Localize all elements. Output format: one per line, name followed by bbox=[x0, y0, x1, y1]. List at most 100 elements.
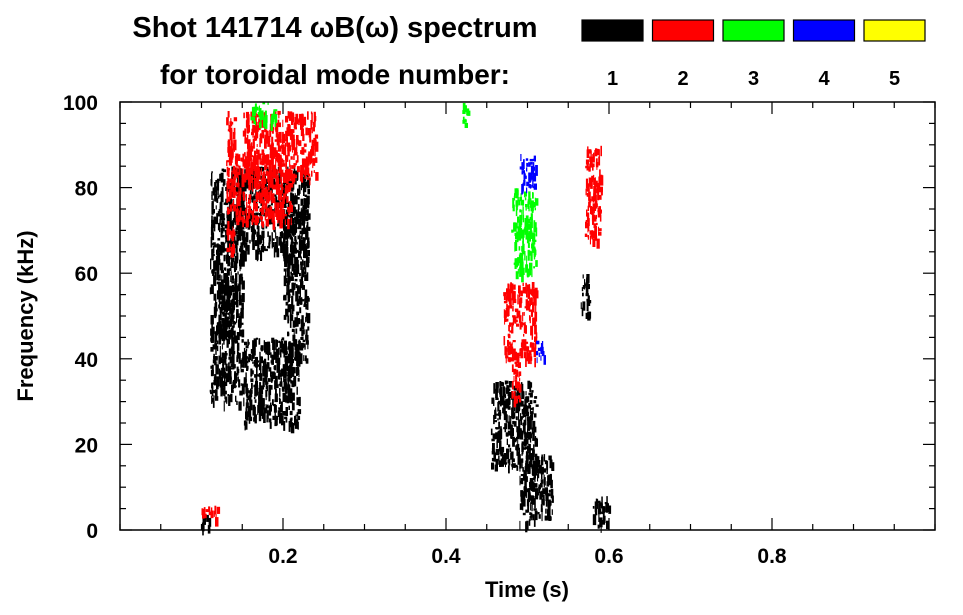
spectrum-pixel bbox=[591, 163, 595, 168]
spectrum-pixel bbox=[514, 242, 518, 251]
spectrum-region-mode-1 bbox=[242, 337, 302, 434]
spectrum-pixel bbox=[285, 301, 288, 306]
spectrum-pixel bbox=[270, 402, 272, 407]
spectrum-pixel bbox=[235, 300, 239, 308]
spectrum-pixel bbox=[272, 184, 276, 190]
spectrum-pixel bbox=[272, 179, 276, 190]
spectrum-pixel bbox=[244, 181, 247, 191]
spectrum-pixel bbox=[212, 326, 215, 335]
spectrum-pixel bbox=[299, 234, 301, 245]
spectrum-pixel bbox=[213, 510, 215, 517]
spectrum-pixel bbox=[219, 346, 221, 357]
spectrum-pixel bbox=[599, 195, 602, 200]
spectrum-pixel bbox=[543, 484, 545, 488]
spectrum-pixel bbox=[289, 164, 291, 170]
spectrum-pixel bbox=[514, 188, 518, 196]
spectrum-pixel bbox=[219, 281, 222, 284]
spectrum-pixel bbox=[253, 338, 257, 347]
spectrum-pixel bbox=[515, 319, 518, 323]
spectrum-pixel bbox=[602, 506, 605, 517]
spectrum-pixel bbox=[307, 173, 311, 177]
spectrum-pixel bbox=[295, 160, 298, 164]
spectrum-pixel bbox=[521, 170, 525, 174]
spectrum-pixel bbox=[541, 351, 545, 357]
spectrum-pixel bbox=[293, 330, 295, 340]
spectrum-pixel bbox=[285, 189, 287, 198]
spectrum-pixel bbox=[290, 156, 293, 160]
spectrum-pixel bbox=[533, 233, 536, 245]
spectrum-pixel bbox=[526, 272, 529, 276]
spectrum-pixel bbox=[581, 287, 584, 292]
spectrum-pixel bbox=[289, 288, 293, 293]
spectrum-pixel bbox=[233, 139, 237, 151]
spectrum-pixel bbox=[262, 360, 265, 369]
spectrum-pixel bbox=[252, 224, 254, 235]
spectrum-pixel bbox=[282, 364, 287, 375]
spectrum-pixel bbox=[305, 358, 309, 364]
spectrum-pixel bbox=[250, 142, 253, 151]
spectrum-pixel bbox=[224, 374, 226, 384]
spectrum-pixel bbox=[312, 158, 316, 166]
spectrum-pixel bbox=[293, 163, 295, 169]
spectrum-pixel bbox=[276, 202, 280, 213]
spectrum-pixel bbox=[307, 111, 309, 120]
spectrum-pixel bbox=[533, 296, 537, 306]
spectrum-pixel bbox=[537, 468, 540, 471]
spectrum-pixel bbox=[531, 464, 535, 475]
spectrum-pixel bbox=[534, 311, 538, 322]
spectrum-pixel bbox=[265, 200, 268, 211]
spectrum-pixel bbox=[523, 431, 526, 435]
spectrum-pixel bbox=[304, 267, 307, 274]
spectrum-pixel bbox=[258, 105, 260, 110]
spectrum-pixel bbox=[264, 341, 268, 351]
spectrum-pixel bbox=[293, 218, 296, 220]
spectrum-pixel bbox=[531, 282, 535, 289]
spectrum-pixel bbox=[291, 343, 294, 354]
spectrum-pixel bbox=[505, 425, 507, 429]
spectrum-pixel bbox=[227, 394, 230, 397]
spectrum-pixel bbox=[503, 458, 506, 462]
spectrum-pixel bbox=[212, 187, 215, 193]
spectrum-pixel bbox=[265, 392, 267, 401]
spectrum-pixel bbox=[528, 392, 532, 396]
spectrum-pixel bbox=[262, 377, 265, 388]
spectrum-pixel bbox=[280, 369, 283, 377]
spectrum-pixel bbox=[598, 156, 601, 166]
spectrum-pixel bbox=[267, 231, 269, 237]
spectrum-pixel bbox=[289, 318, 292, 328]
spectrum-pixel bbox=[521, 501, 523, 505]
spectrum-pixel bbox=[250, 368, 253, 376]
spectrum-pixel bbox=[520, 478, 524, 485]
spectrum-pixel bbox=[301, 322, 305, 327]
spectrum-pixel bbox=[243, 163, 247, 169]
spectrum-pixel bbox=[300, 319, 302, 324]
spectrum-pixel bbox=[295, 221, 298, 228]
spectrum-pixel bbox=[307, 188, 310, 195]
spectrum-pixel bbox=[287, 275, 291, 283]
spectrum-pixel bbox=[525, 391, 527, 396]
spectrum-pixel bbox=[240, 383, 242, 386]
spectrum-pixel bbox=[284, 394, 287, 399]
spectrum-pixel bbox=[294, 268, 298, 277]
spectrum-pixel bbox=[286, 254, 290, 264]
spectrum-pixel bbox=[242, 357, 245, 368]
spectrum-pixel bbox=[596, 222, 598, 226]
spectrum-pixel bbox=[267, 174, 270, 178]
spectrum-pixel bbox=[522, 286, 526, 294]
spectrum-pixel bbox=[291, 165, 294, 169]
spectrum-pixel bbox=[514, 361, 518, 365]
spectrum-pixel bbox=[495, 458, 499, 465]
spectrum-pixel bbox=[306, 195, 310, 205]
spectrum-pixel bbox=[527, 201, 530, 209]
spectrum-pixel bbox=[520, 413, 522, 422]
spectrum-pixel bbox=[288, 125, 291, 133]
spectrum-pixel bbox=[280, 202, 283, 211]
spectrum-pixel bbox=[211, 194, 213, 200]
spectrum-pixel bbox=[275, 196, 278, 207]
spectrum-pixel bbox=[265, 170, 269, 176]
spectrum-pixel bbox=[534, 439, 538, 447]
spectrum-pixel bbox=[294, 345, 296, 351]
spectrum-pixel bbox=[269, 170, 273, 181]
spectrum-pixel bbox=[230, 148, 234, 158]
spectrum-pixel bbox=[307, 226, 311, 231]
